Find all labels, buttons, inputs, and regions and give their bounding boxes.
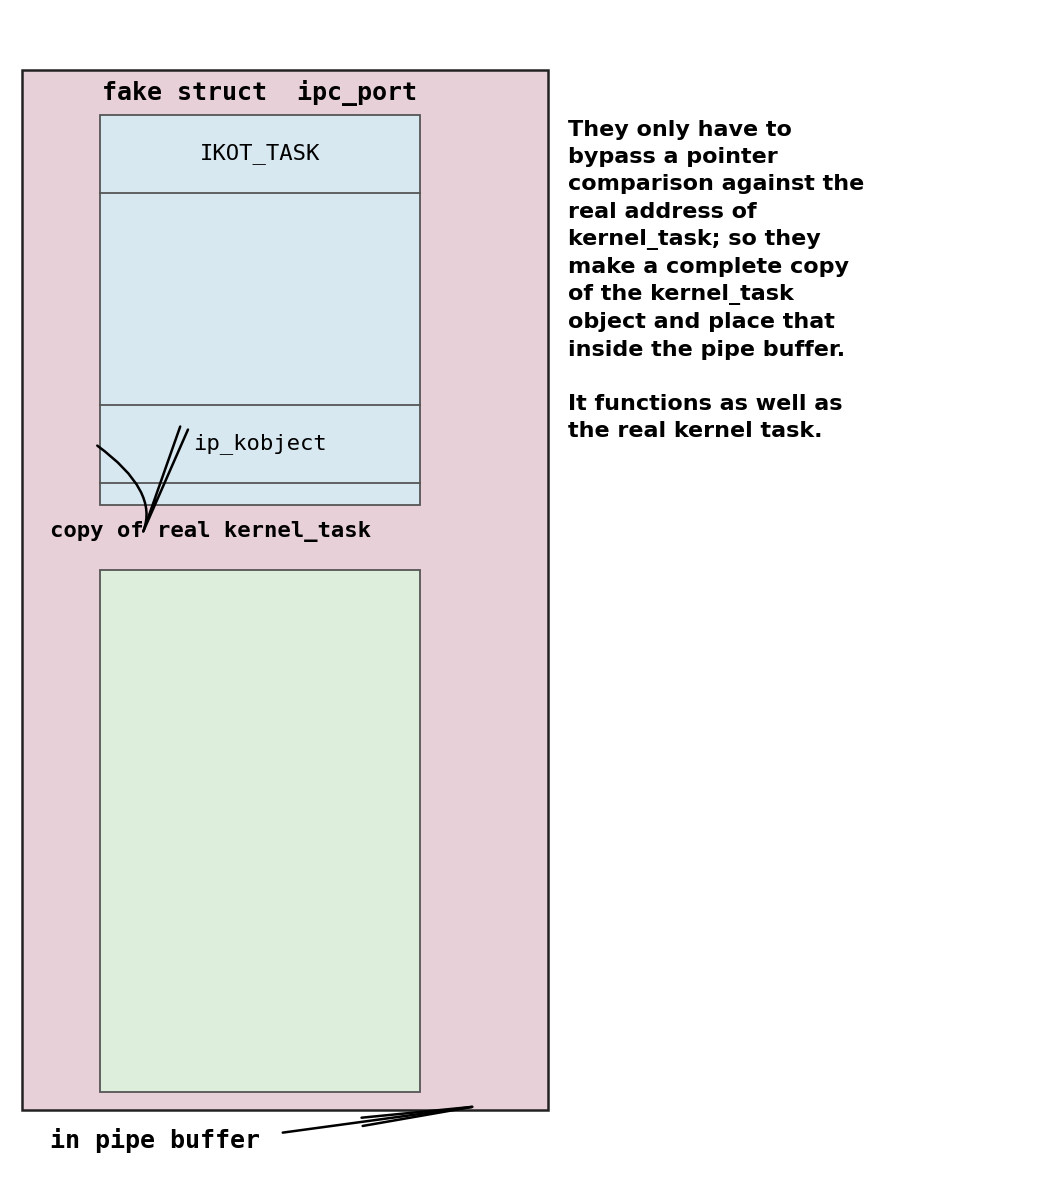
Text: They only have to
bypass a pointer
comparison against the
real address of
kernel: They only have to bypass a pointer compa… (568, 120, 864, 442)
Text: in pipe buffer: in pipe buffer (50, 1128, 260, 1153)
Text: IKOT_TASK: IKOT_TASK (199, 144, 320, 164)
Bar (100, 570, 420, 1092)
Bar (100, 115, 420, 505)
Text: fake struct  ipc_port: fake struct ipc_port (103, 79, 417, 106)
Bar (22, 70, 547, 1110)
Text: copy of real kernel_task: copy of real kernel_task (50, 521, 371, 542)
Text: ip_kobject: ip_kobject (193, 433, 327, 455)
